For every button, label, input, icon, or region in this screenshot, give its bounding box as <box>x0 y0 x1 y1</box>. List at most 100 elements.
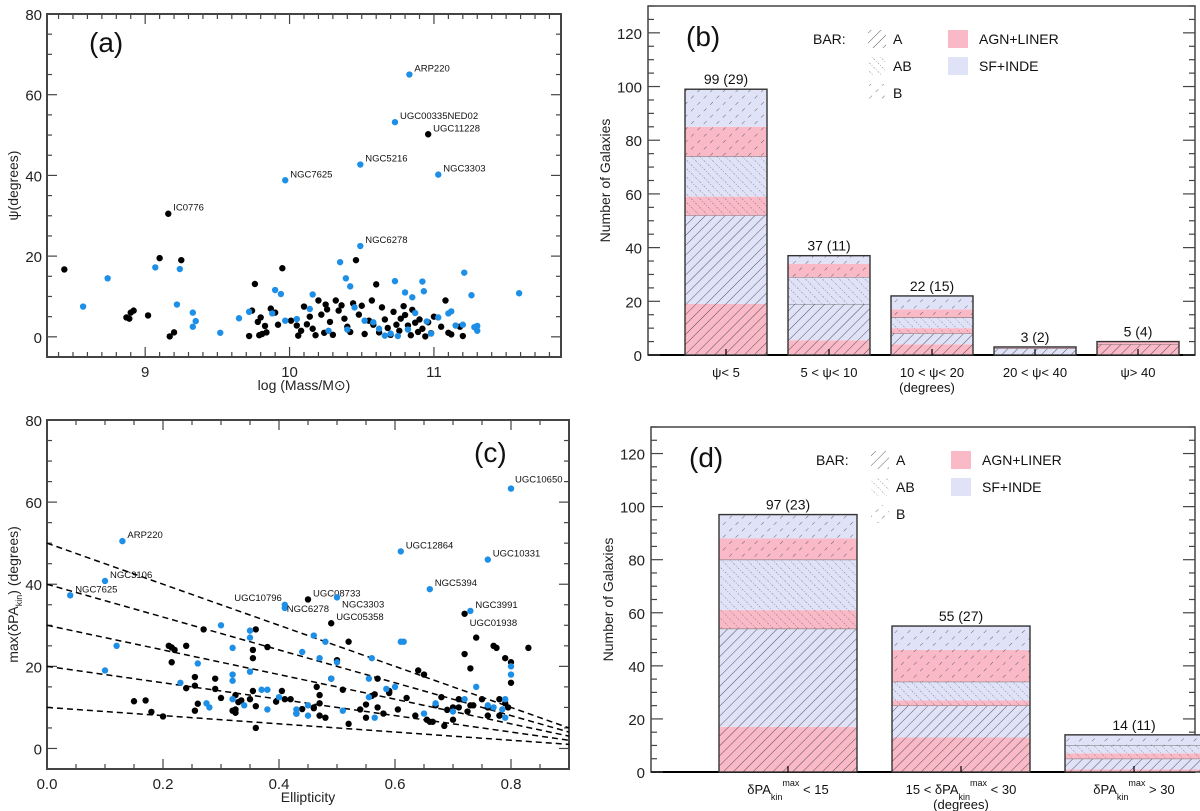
black-point <box>449 716 457 723</box>
black-point <box>316 700 323 707</box>
black-point <box>200 626 207 633</box>
blue-point <box>468 292 475 299</box>
black-point <box>170 329 178 336</box>
black-point <box>322 714 329 721</box>
black-point <box>338 302 345 309</box>
legend-label-sf: SF+INDE <box>979 58 1039 74</box>
black-point <box>502 654 509 662</box>
panel-a: 0 20 40 60 80 9 10 11 log (Mass/M⊙) ψ(degrees) (a)… <box>5 7 562 393</box>
labeled-point <box>67 592 74 599</box>
black-point <box>310 704 317 711</box>
labeled-point <box>304 596 312 603</box>
black-point <box>312 332 319 339</box>
blue-point <box>304 712 312 719</box>
category-label: 5 < ψ< 10 <box>801 365 858 380</box>
x-axis-title: Ellipticity <box>281 789 335 805</box>
y-tick-label: 60 <box>625 187 642 204</box>
blue-point <box>113 642 120 650</box>
bar-hatch-ab <box>719 610 857 629</box>
blue-point <box>229 696 236 703</box>
black-point <box>496 696 503 703</box>
black-point <box>318 311 325 318</box>
category-label: 15 < δPAkin max < 30 <box>906 778 1017 802</box>
category-label: ψ> 40 <box>1121 365 1156 380</box>
x-axis-title: log (Mass/M⊙) <box>258 377 351 393</box>
bar-hatch-b <box>719 514 857 539</box>
black-point <box>316 712 323 719</box>
point-label: ARP220 <box>414 64 449 75</box>
black-point <box>249 646 257 654</box>
point-label: UGC08733 <box>313 588 361 599</box>
category-label: 20 < ψ< 40 <box>1003 365 1067 380</box>
black-point <box>264 643 271 651</box>
blue-point <box>411 309 419 317</box>
point-label: UGC00335NED02 <box>400 111 478 122</box>
black-point <box>212 675 219 682</box>
black-point <box>420 671 428 678</box>
y-tick-label: 120 <box>617 26 642 43</box>
blue-point <box>370 319 377 326</box>
bar-hatch-ab <box>719 559 857 611</box>
x-axis-title: (degrees) <box>933 797 989 811</box>
blue-point <box>217 622 225 629</box>
black-point <box>168 659 175 666</box>
black-point <box>299 705 306 713</box>
x-tick-label: 0.4 <box>269 776 290 793</box>
bar-hatch-a <box>719 628 857 727</box>
blue-point <box>246 668 254 675</box>
blue-point <box>394 332 402 340</box>
black-point <box>315 297 322 304</box>
blue-point <box>474 322 481 330</box>
y-tick-label: 0 <box>34 330 42 347</box>
black-point <box>378 304 386 311</box>
category-label-pre: 15 < δPA <box>906 782 959 797</box>
black-point <box>371 691 378 698</box>
blue-point <box>473 683 480 691</box>
y-tick-label: 20 <box>25 659 42 676</box>
category-label: ψ< 5 <box>712 365 740 380</box>
black-point <box>525 644 532 652</box>
legend-label-b: B <box>893 85 902 101</box>
legend-title: BAR: <box>813 31 846 47</box>
y-axis-title: max(δPAkin) (degrees) <box>5 526 24 663</box>
black-point <box>467 665 474 672</box>
black-point <box>400 302 407 310</box>
black-point <box>345 638 352 645</box>
black-point <box>217 694 225 702</box>
y-axis-title-sub: kin <box>14 595 24 607</box>
bar-hatch-a <box>891 333 973 345</box>
y-tick-label: 40 <box>25 577 42 594</box>
labeled-point <box>484 556 491 563</box>
bar-hatch-ab <box>892 700 1030 706</box>
category-label-post: < 15 <box>799 782 828 797</box>
blue-point <box>347 283 354 290</box>
blue-point <box>271 286 279 294</box>
black-point <box>384 324 391 332</box>
black-point <box>178 256 185 264</box>
blue-point <box>474 327 481 334</box>
blue-point <box>333 659 341 666</box>
black-point <box>251 280 259 288</box>
blue-point <box>383 685 390 693</box>
blue-point <box>381 332 389 339</box>
labeled-point <box>119 537 126 545</box>
blue-point <box>264 686 271 693</box>
bar-hatch-ab <box>891 317 973 329</box>
black-point <box>329 331 337 339</box>
blue-point <box>316 654 323 662</box>
black-point <box>130 307 137 314</box>
black-point <box>390 308 397 316</box>
dashed-reference-line <box>46 624 570 737</box>
dashed-reference-line <box>46 706 570 746</box>
blue-point <box>101 667 109 674</box>
y-tick-label: 120 <box>620 447 645 464</box>
black-point <box>493 644 500 652</box>
black-point <box>267 305 274 312</box>
legend-label-agn: AGN+LINER <box>982 452 1062 468</box>
black-point <box>191 673 199 681</box>
black-point <box>156 254 163 262</box>
black-point <box>246 696 254 703</box>
x-tick-label: 0.2 <box>153 776 174 793</box>
bar-hatch-ab <box>1065 745 1200 754</box>
legend-label-ab: AB <box>893 58 912 74</box>
